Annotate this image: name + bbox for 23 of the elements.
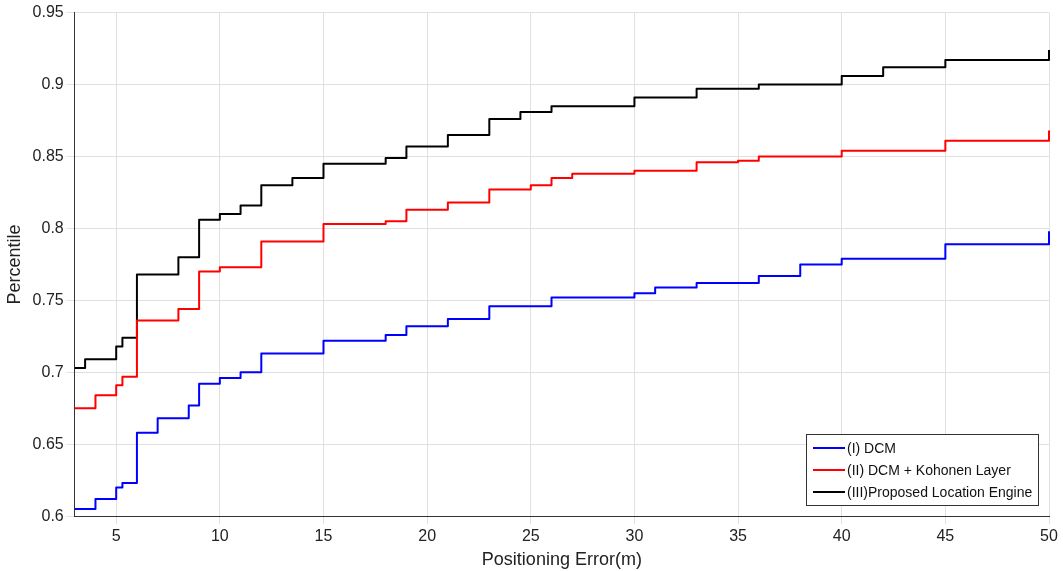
x-tick-label: 10 [210,527,229,545]
y-axis-title: Percentile [3,224,24,305]
legend-label: (III)Proposed Location Engine [847,484,1033,501]
x-tick-label: 40 [832,527,851,545]
legend-label: (I) DCM [847,440,896,457]
y-tick-label: 0.95 [32,3,64,21]
x-tick-label: 25 [521,527,540,545]
x-tick-label: 20 [418,527,437,545]
x-tick-label: 5 [111,527,121,545]
x-axis-title: Positioning Error(m) [481,549,642,570]
y-tick-label: 0.6 [41,506,64,524]
y-tick-label: 0.75 [32,290,64,308]
y-tick-label: 0.65 [32,434,64,452]
x-tick-label: 45 [936,527,955,545]
y-tick-label: 0.8 [41,218,64,236]
x-tick-label: 30 [625,527,644,545]
legend-label: (II) DCM + Kohonen Layer [847,462,1011,479]
y-tick-label: 0.9 [41,74,64,92]
y-tick-label: 0.7 [41,362,64,380]
x-tick-label: 35 [729,527,748,545]
x-tick-label: 50 [1040,527,1058,545]
y-tick-label: 0.85 [32,146,64,164]
x-tick-label: 15 [314,527,333,545]
